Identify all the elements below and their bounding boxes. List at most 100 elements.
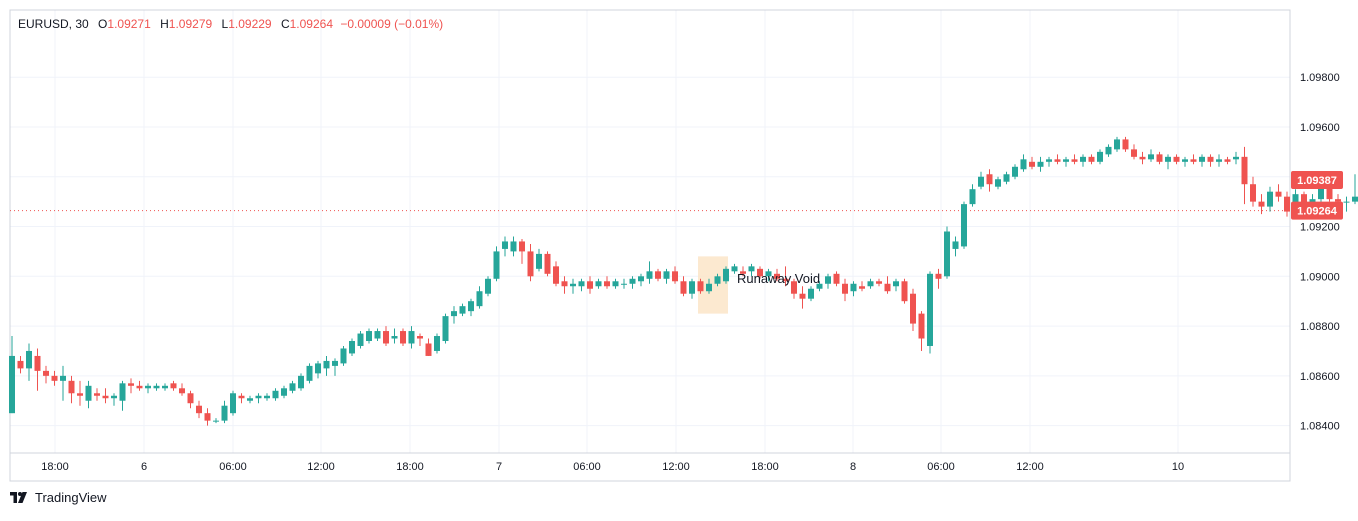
candle-body xyxy=(757,268,763,277)
candle-body xyxy=(791,281,797,294)
candle-body xyxy=(60,375,66,381)
candle-body xyxy=(1003,174,1010,182)
tradingview-brand[interactable]: TradingView xyxy=(10,490,107,505)
runaway-void-label: Runaway Void xyxy=(737,271,820,286)
x-tick-label: 06:00 xyxy=(927,461,955,473)
candle-body xyxy=(918,313,925,339)
candle-body xyxy=(332,360,338,366)
legend-change: −0.00009 (−0.01%) xyxy=(340,17,444,31)
candle-body xyxy=(1352,196,1358,202)
candle-body xyxy=(935,273,942,279)
candle-body xyxy=(1275,191,1282,197)
candle-body xyxy=(298,375,304,389)
candle-body xyxy=(961,204,967,247)
candle-body xyxy=(153,385,160,389)
legend-high-value: 1.09279 xyxy=(168,17,213,31)
candle-body xyxy=(621,283,627,285)
candle-body xyxy=(1216,159,1222,162)
candle-body xyxy=(1173,156,1180,162)
price-tag-label: 1.09264 xyxy=(1297,206,1338,218)
candle-body xyxy=(196,405,202,414)
candle-body xyxy=(765,271,772,277)
candle-body xyxy=(969,189,976,205)
candle-body xyxy=(502,241,508,249)
x-tick-label: 12:00 xyxy=(1016,461,1044,473)
candle-body xyxy=(867,281,874,287)
candle-body xyxy=(434,336,440,351)
candle-body xyxy=(247,398,253,401)
x-tick-label: 06:00 xyxy=(573,461,601,473)
legend-symbol: EURUSD xyxy=(18,17,69,31)
candle-body xyxy=(1046,159,1052,162)
candle-body xyxy=(1182,159,1188,162)
candle-body xyxy=(519,241,525,252)
candle-body xyxy=(264,395,270,399)
candle-body xyxy=(119,383,126,401)
candle-body xyxy=(162,385,168,389)
y-tick-label: 1.09200 xyxy=(1300,222,1340,234)
candle-body xyxy=(77,393,83,396)
candle-body xyxy=(43,370,49,376)
candle-body xyxy=(315,363,321,374)
candle-body xyxy=(1190,159,1197,162)
candle-body xyxy=(1318,186,1324,200)
candle-body xyxy=(17,360,24,369)
candle-body xyxy=(740,271,746,274)
x-tick-label: 18:00 xyxy=(41,461,69,473)
candle-body xyxy=(349,341,355,354)
x-tick-label: 8 xyxy=(850,461,856,473)
legend-high-label: H xyxy=(160,17,169,31)
candle-body xyxy=(1063,159,1069,162)
candle-body xyxy=(808,288,814,299)
candle-body xyxy=(468,301,474,312)
candle-body xyxy=(612,281,619,287)
x-tick-label: 7 xyxy=(496,461,502,473)
candle-body xyxy=(1054,159,1061,162)
candle-body xyxy=(944,231,950,277)
candle-body xyxy=(289,383,296,391)
candle-body xyxy=(833,273,840,284)
legend-low-label: L xyxy=(221,17,229,31)
candle-body xyxy=(68,380,75,394)
candle-body xyxy=(1250,184,1256,202)
candle-body xyxy=(850,283,857,292)
candle-body xyxy=(561,281,568,287)
x-tick-label: 6 xyxy=(141,461,147,473)
candle-body xyxy=(102,395,109,399)
candle-body xyxy=(689,281,695,294)
candle-body xyxy=(604,281,610,287)
candle-body xyxy=(442,316,449,342)
candle-body xyxy=(1207,156,1214,162)
y-tick-label: 1.09600 xyxy=(1300,122,1340,134)
candle-body xyxy=(629,278,636,284)
candle-body xyxy=(1343,201,1350,203)
candle-body xyxy=(1088,156,1095,162)
candle-body xyxy=(1165,156,1171,162)
candle-body xyxy=(1156,154,1163,162)
candle-body xyxy=(544,253,551,274)
candle-body xyxy=(536,253,542,269)
candle-body xyxy=(910,293,916,324)
candle-body xyxy=(128,383,134,386)
candle-body xyxy=(1139,156,1146,160)
candle-body xyxy=(213,420,219,422)
candle-body xyxy=(510,241,517,252)
ohlc-legend: EURUSD, 30 O1.09271 H1.09279 L1.09229 C1… xyxy=(18,17,444,31)
candle-body xyxy=(1267,191,1273,207)
candle-body xyxy=(408,331,415,344)
candle-body xyxy=(170,383,177,389)
candle-body xyxy=(672,271,678,282)
candle-body xyxy=(391,336,398,339)
candle-body xyxy=(383,331,389,344)
y-tick-label: 1.08400 xyxy=(1300,421,1340,433)
candle-body xyxy=(774,273,780,279)
candle-body xyxy=(51,375,58,381)
candle-body xyxy=(1335,199,1341,202)
candle-body xyxy=(587,281,593,289)
candle-body xyxy=(145,385,151,389)
candle-body xyxy=(34,355,41,371)
candle-body xyxy=(323,360,330,369)
candle-body xyxy=(799,293,806,299)
